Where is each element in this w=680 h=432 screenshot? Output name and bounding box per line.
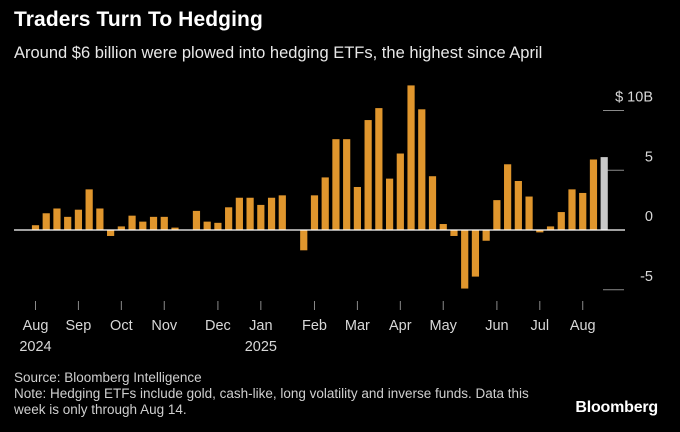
bar (310, 195, 319, 230)
bar (31, 225, 40, 230)
bar (450, 230, 458, 236)
x-tick-label: Oct (110, 318, 133, 334)
bar (257, 204, 265, 230)
chart-title: Traders Turn To Hedging (14, 8, 263, 31)
x-tick-label: Feb (302, 318, 327, 334)
bar (396, 153, 404, 230)
x-tick-label: Mar (345, 318, 370, 334)
bar (117, 226, 125, 230)
bar (407, 85, 415, 230)
bar (149, 216, 158, 230)
x-tick-label: May (430, 318, 458, 334)
bar (278, 195, 286, 230)
bar (160, 216, 168, 230)
bar (385, 178, 394, 230)
bar (42, 213, 50, 230)
x-year-label: 2025 (245, 339, 277, 355)
x-tick-label: Apr (389, 318, 412, 334)
x-tick-label: Nov (151, 318, 178, 334)
bar (343, 139, 351, 230)
bar (246, 197, 254, 231)
x-tick-label: Jan (249, 318, 272, 334)
chart-subtitle: Around $6 billion were plowed into hedgi… (14, 44, 543, 62)
source-note: Source: Bloomberg Intelligence (14, 370, 202, 385)
bar (235, 197, 243, 231)
bar (53, 208, 61, 230)
x-tick-label: Dec (205, 318, 231, 334)
footnote: Note: Hedging ETFs include gold, cash-li… (14, 386, 529, 417)
bar (74, 209, 83, 230)
bar (525, 196, 533, 230)
bar (364, 120, 372, 230)
bar (375, 108, 383, 230)
bar (514, 181, 522, 230)
bar (128, 215, 136, 230)
x-tick-label: Jul (531, 318, 550, 334)
bar (353, 186, 361, 230)
bar (321, 177, 329, 230)
bar (557, 212, 565, 230)
bloomberg-logo: Bloomberg (575, 399, 658, 416)
bar (536, 230, 544, 233)
bar (589, 159, 598, 230)
x-tick-label: Aug (23, 318, 49, 334)
bar (428, 176, 437, 230)
x-tick-label: Sep (66, 318, 92, 334)
bar (579, 192, 587, 230)
bar (85, 189, 93, 230)
bar (139, 221, 147, 230)
bar (171, 227, 179, 230)
bar (461, 230, 469, 289)
bar (504, 164, 512, 230)
bar (482, 230, 490, 241)
bar (203, 221, 211, 230)
x-tick-label: Aug (570, 318, 596, 334)
bar (107, 230, 115, 236)
bar (418, 109, 426, 230)
bar (96, 208, 104, 230)
bar (300, 230, 308, 251)
bar (568, 189, 576, 230)
bar (64, 216, 72, 230)
bar (192, 210, 201, 230)
bar (439, 224, 447, 230)
bar (267, 197, 276, 231)
y-tick-label: -5 (640, 269, 653, 285)
bar (546, 226, 555, 230)
bar (214, 222, 222, 230)
x-tick-label: Jun (485, 318, 508, 334)
x-year-label: 2024 (19, 339, 51, 355)
y-tick-label: $ 10B (615, 90, 653, 106)
bar (493, 200, 501, 231)
bar-current-week (600, 157, 608, 230)
chart-footer: Source: Bloomberg Intelligence Note: Hed… (14, 370, 534, 418)
y-tick-label: 0 (645, 209, 653, 225)
bar-chart: $ 10B 5 0 -5 Aug 2024 Sep Oct Nov Dec Jan 2025 Feb Ma… (14, 85, 653, 355)
y-tick-label: 5 (645, 149, 653, 165)
bar (471, 230, 480, 277)
bar (225, 207, 233, 230)
bar (332, 139, 340, 230)
